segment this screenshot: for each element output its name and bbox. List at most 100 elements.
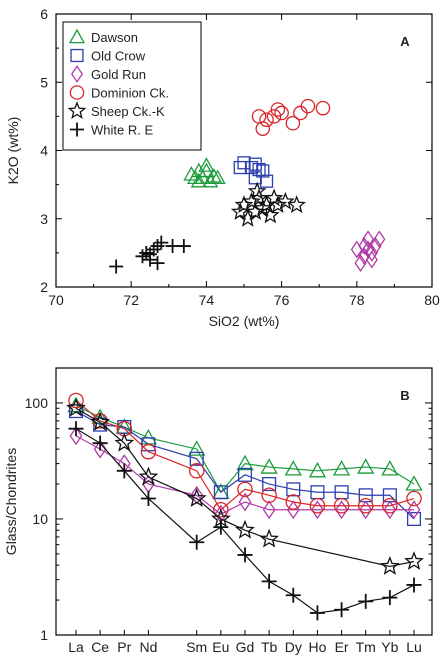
x-tick-label-a: 78 xyxy=(349,292,365,308)
data-point-b xyxy=(405,475,423,491)
data-point-b xyxy=(189,451,204,466)
data-point-a xyxy=(190,162,207,178)
data-point-b xyxy=(333,497,350,514)
data-point-b xyxy=(68,421,84,437)
data-point-b xyxy=(188,440,206,456)
x-tick-label-b: Eu xyxy=(212,639,229,655)
data-point-b xyxy=(261,487,277,504)
x-tick-label-a: 74 xyxy=(199,292,215,308)
plot-frame-b xyxy=(55,367,433,636)
data-point-b xyxy=(406,577,422,593)
y-tick-label-b: 10 xyxy=(32,511,48,527)
data-point-a xyxy=(233,160,247,175)
y-tick-label-a: 3 xyxy=(40,211,48,227)
data-point-a xyxy=(202,172,219,188)
x-tick-label-b: Yb xyxy=(381,639,398,655)
data-point-b xyxy=(140,443,157,460)
legend-marker xyxy=(68,28,86,44)
legend-marker xyxy=(69,85,85,100)
data-point-b xyxy=(238,492,252,512)
data-point-b xyxy=(91,408,109,425)
data-point-b xyxy=(357,458,375,474)
data-point-a xyxy=(251,109,267,124)
data-point-b xyxy=(357,497,374,514)
data-point-b xyxy=(69,426,83,446)
data-point-b xyxy=(406,511,422,526)
series-line-b xyxy=(75,407,415,568)
data-point-a xyxy=(190,172,207,188)
data-point-a xyxy=(237,156,251,170)
legend-box xyxy=(62,21,202,151)
data-point-b xyxy=(259,528,280,548)
data-point-b xyxy=(406,490,422,507)
data-point-b xyxy=(140,491,156,507)
data-point-b xyxy=(139,429,158,445)
x-tick-label-a: 76 xyxy=(274,292,290,308)
data-point-b xyxy=(262,500,276,520)
data-point-b xyxy=(332,460,351,476)
data-point-a xyxy=(354,254,367,272)
data-point-b xyxy=(261,573,277,589)
data-point-a xyxy=(268,195,288,214)
legend-label: Sheep Ck.-K xyxy=(91,104,165,119)
data-point-a xyxy=(176,239,191,254)
data-point-a xyxy=(358,237,371,255)
data-point-b xyxy=(334,602,350,618)
data-point-b xyxy=(286,500,300,520)
data-point-a xyxy=(369,237,382,255)
data-point-a xyxy=(362,240,375,259)
data-point-a xyxy=(244,160,259,175)
data-point-b xyxy=(286,482,301,497)
series-line-b xyxy=(75,410,415,520)
data-point-a xyxy=(205,168,223,183)
data-point-a xyxy=(245,202,265,220)
x-tick-label-b: Pr xyxy=(117,639,131,655)
x-tick-label-a: 80 xyxy=(424,292,440,308)
data-point-a xyxy=(285,115,301,131)
data-point-a xyxy=(293,105,308,121)
series-line-b xyxy=(75,400,415,511)
y-tick-label-b: 100 xyxy=(25,395,49,411)
legend-label: Gold Run xyxy=(91,67,146,82)
data-point-b xyxy=(308,461,327,478)
data-point-b xyxy=(260,458,278,474)
data-point-b xyxy=(138,466,159,486)
data-point-a xyxy=(150,256,165,271)
data-point-b xyxy=(382,497,398,514)
data-point-b xyxy=(309,497,326,514)
data-point-b xyxy=(358,593,374,609)
y-tick-label-a: 4 xyxy=(40,143,48,159)
data-point-b xyxy=(93,439,107,459)
data-point-b xyxy=(379,556,400,575)
y-tick-label-a: 5 xyxy=(40,74,48,90)
data-point-b xyxy=(309,605,325,621)
data-point-a xyxy=(266,109,282,124)
data-point-b xyxy=(311,500,324,520)
panel-label-b: B xyxy=(400,388,409,403)
data-point-b xyxy=(285,587,301,603)
data-point-a xyxy=(183,166,200,181)
y-tick-label-a: 2 xyxy=(40,279,48,295)
series-line-b xyxy=(75,428,415,614)
data-point-b xyxy=(90,411,111,431)
legend-label: Old Crow xyxy=(91,49,146,64)
legend-marker xyxy=(70,65,84,83)
y-tick-label-a: 6 xyxy=(40,6,48,22)
x-tick-label-b: Er xyxy=(335,639,349,655)
x-tick-label-a: 70 xyxy=(48,292,64,308)
panel-label-a: A xyxy=(400,34,410,49)
x-tick-label-b: Nd xyxy=(139,639,157,655)
data-point-a xyxy=(135,249,150,264)
data-point-a xyxy=(315,100,331,116)
data-point-b xyxy=(237,547,253,563)
data-point-b xyxy=(285,494,302,510)
data-point-a xyxy=(276,191,295,210)
data-point-a xyxy=(260,205,280,224)
data-point-b xyxy=(237,481,253,498)
data-point-a xyxy=(143,247,157,262)
data-point-a xyxy=(247,181,267,200)
x-tick-label-b: Gd xyxy=(236,639,255,655)
data-point-a xyxy=(242,191,261,210)
data-point-a xyxy=(198,157,215,172)
